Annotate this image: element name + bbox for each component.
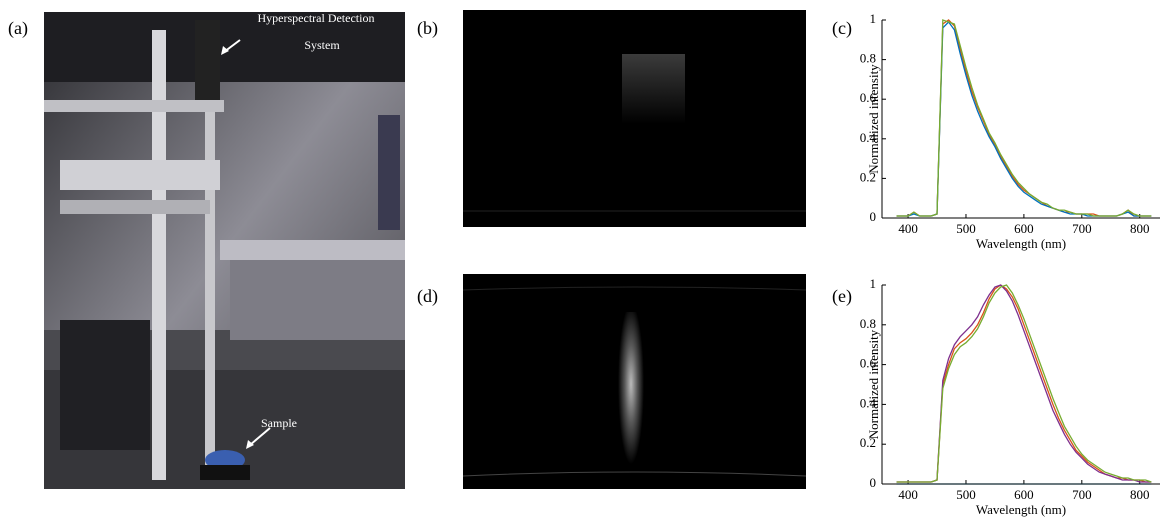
photo: Hyperspectral Detection System Sample xyxy=(44,11,405,489)
y-axis-label: Normalized intensity xyxy=(866,329,881,439)
panel-label: (a) xyxy=(8,18,28,39)
x-tick-label: 600 xyxy=(1014,487,1034,502)
y-tick-label: 1 xyxy=(870,276,877,291)
x-tick-label: 700 xyxy=(1072,487,1092,502)
detector-image xyxy=(463,274,806,489)
panel-label: (b) xyxy=(417,18,438,39)
y-tick-label: 0.8 xyxy=(860,316,876,331)
x-tick-label: 400 xyxy=(898,221,918,236)
spectrum-line xyxy=(897,20,1152,216)
spectrum-line xyxy=(897,285,1152,482)
spectrum-line xyxy=(897,285,1152,482)
spectrum-line xyxy=(897,22,1152,216)
y-tick-label: 1 xyxy=(870,11,877,26)
panel-label: (d) xyxy=(417,286,438,307)
y-tick-label: 0 xyxy=(870,475,877,490)
annotation: Sample xyxy=(261,416,297,430)
x-tick-label: 400 xyxy=(898,487,918,502)
annotation: Hyperspectral Detection xyxy=(258,11,375,25)
x-tick-label: 800 xyxy=(1130,487,1150,502)
y-tick-label: 0.8 xyxy=(860,51,876,66)
x-tick-label: 600 xyxy=(1014,221,1034,236)
figure: Hyperspectral Detection System Sample (a… xyxy=(0,0,1172,524)
x-axis-label: Wavelength (nm) xyxy=(976,502,1066,517)
y-tick-label: 0 xyxy=(870,209,877,224)
y-axis-label: Normalized intensity xyxy=(866,64,881,174)
x-tick-label: 700 xyxy=(1072,221,1092,236)
panel-label: (c) xyxy=(832,18,852,39)
spectrum-line xyxy=(897,285,1152,482)
panel-label: (e) xyxy=(832,286,852,307)
x-tick-label: 500 xyxy=(956,221,976,236)
detector-image xyxy=(463,10,806,227)
x-axis-label: Wavelength (nm) xyxy=(976,236,1066,251)
x-tick-label: 800 xyxy=(1130,221,1150,236)
spectrum-line xyxy=(897,20,1152,216)
x-tick-label: 500 xyxy=(956,487,976,502)
annotation: System xyxy=(304,38,340,52)
